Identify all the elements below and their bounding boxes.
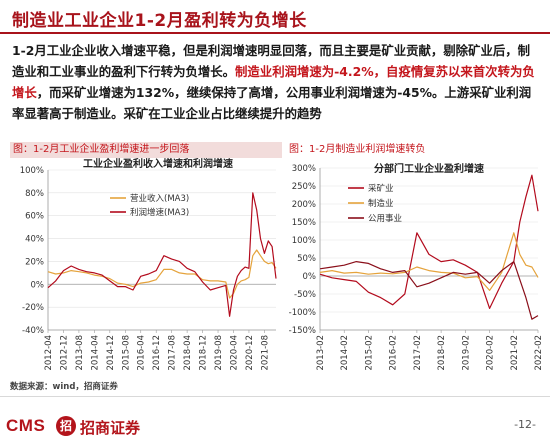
x-tick-label: 2016-02 (389, 335, 399, 371)
y-tick-label: -20% (22, 303, 44, 313)
chart-caption-left: 图：1-2月工业企业盈利增速进一步回落 (10, 142, 282, 158)
legend-label: 采矿业 (368, 183, 394, 194)
x-tick-label: 2022-02 (534, 335, 544, 371)
series-line-2 (47, 192, 277, 317)
x-tick-label: 2019-08 (214, 335, 224, 371)
data-source: 数据来源：wind，招商证券 (10, 382, 118, 392)
summary-line-2: ，而采矿业增速为132%，继续保持了高增，公用事业利润增速为-45%。上游采矿业… (12, 85, 532, 121)
x-tick-label: 2013-02 (316, 335, 326, 371)
chart-caption-right: 图：1-2月制造业利润增速转负 (289, 144, 426, 155)
series-line-1 (319, 174, 539, 309)
y-tick-label: 40% (25, 235, 44, 245)
y-tick-label: 300% (292, 164, 316, 174)
chart-title: 分部门工业企业盈利增速 (374, 162, 484, 175)
x-tick-label: 2016-04 (137, 335, 147, 371)
y-tick-label: 0% (31, 280, 45, 290)
y-tick-label: -150% (289, 326, 316, 336)
y-tick-label: 250% (292, 182, 316, 192)
legend-label: 利润增速(MA3) (130, 207, 189, 218)
legend-label: 营业收入(MA3) (130, 193, 189, 204)
series-line-3 (319, 260, 539, 320)
x-tick-label: 2014-04 (90, 335, 100, 371)
x-tick-label: 2021-02 (510, 335, 520, 371)
page-number: -12- (514, 418, 536, 431)
legend-label: 制造业 (368, 198, 394, 209)
title-bar: 制造业工业企业1-2月盈利转为负增长 (0, 0, 550, 34)
chart-panel-left: 图：1-2月工业企业盈利增速进一步回落 -40% -20% 0% 20% 40% 60% 8… (10, 142, 282, 376)
y-tick-label: 200% (292, 200, 316, 210)
y-tick-label: -50% (294, 290, 316, 300)
chart-title: 工业企业盈利收入增速和利润增速 (83, 157, 233, 170)
x-tick-label: 2019-02 (461, 335, 471, 371)
x-tick-label: 2020-04 (229, 335, 239, 371)
y-tick-label: 100% (20, 166, 44, 176)
x-tick-label: 2018-02 (437, 335, 447, 371)
summary-line-1: 1-2月工业企业收入增速平稳，但是利润增速明显回落，而且主要是矿业贡献，剔除矿业… (12, 43, 531, 79)
footer-divider (0, 396, 550, 397)
x-tick-label: 2016-12 (152, 335, 162, 371)
brand-name: 招商证券 (80, 419, 141, 437)
x-tick-label: 2018-12 (199, 335, 209, 371)
series-line-1 (47, 249, 277, 299)
summary-paragraph: 1-2月工业企业收入增速平稳，但是利润增速明显回落，而且主要是矿业贡献，剔除矿业… (12, 40, 540, 124)
y-tick-label: 150% (292, 218, 316, 228)
y-tick-label: 0% (303, 272, 317, 282)
y-tick-label: 50% (297, 254, 316, 264)
y-tick-label: 80% (25, 189, 44, 199)
x-tick-label: 2012-12 (59, 335, 69, 371)
x-tick-label: 2014-12 (106, 335, 116, 371)
page-title: 制造业工业企业1-2月盈利转为负增长 (12, 11, 307, 31)
x-tick-label: 2020-12 (245, 335, 255, 371)
y-tick-label: 100% (292, 236, 316, 246)
y-tick-label: -100% (289, 308, 316, 318)
x-tick-label: 2012-04 (44, 335, 54, 371)
title-divider (0, 32, 550, 34)
brand-cms: CMS (6, 416, 46, 435)
x-tick-label: 2017-08 (168, 335, 178, 371)
x-tick-label: 2015-02 (364, 335, 374, 371)
x-tick-label: 2013-08 (75, 335, 85, 371)
x-tick-label: 2017-02 (413, 335, 423, 371)
x-tick-label: 2014-02 (340, 335, 350, 371)
y-tick-label: 60% (25, 212, 44, 222)
series-line-2 (319, 232, 539, 291)
chart-panel-right: 图：1-2月制造业利润增速转负 -150% -100% -50% 0% 50% 100% 1… (286, 142, 544, 376)
chart-left: -40% -20% 0% 20% 40% 60% 80% 100% 2012-04 2012-12… (20, 157, 277, 371)
x-tick-label: 2018-04 (183, 335, 193, 371)
summary-highlight: 制造业利润增速为-4.2%，自疫情复苏以来首次转为负增长 (12, 64, 535, 100)
legend-label: 公用事业 (368, 213, 402, 224)
y-tick-label: 20% (25, 257, 44, 267)
x-tick-label: 2020-02 (486, 335, 496, 371)
x-tick-label: 2021-08 (260, 335, 270, 371)
brand-seal-icon: 招 (56, 416, 76, 436)
x-tick-label: 2015-08 (121, 335, 131, 371)
y-tick-label: -40% (22, 326, 44, 336)
chart-right: -150% -100% -50% 0% 50% 100% 150% 200% 250% 300% 2… (289, 162, 544, 371)
